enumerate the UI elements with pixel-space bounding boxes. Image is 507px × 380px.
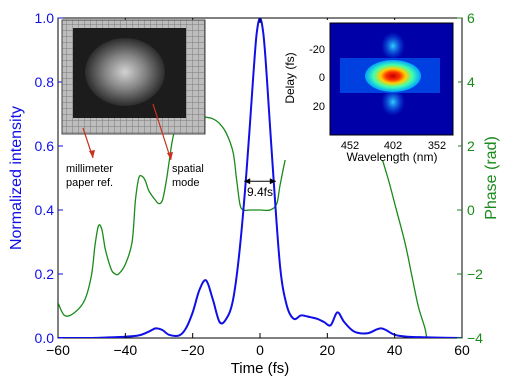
frog-ytick-minus20: -20 [309,44,325,56]
x-tick-label: −40 [113,342,137,358]
y-left-tick-label: 0.4 [35,202,55,218]
x-tick-label: −60 [46,342,70,358]
spatial-label: spatial [172,163,204,175]
fwhm-label: 9.4fs [247,185,273,199]
y-left-tick-label: 1.0 [35,10,55,26]
fwhm-arrowhead-left [244,178,251,185]
spatial-mode-inset: millimeter paper ref. spatial mode [61,19,206,189]
frog-xtick-352: 352 [428,140,446,152]
x-tick-label: 20 [320,342,336,358]
spatial-arrowhead [167,152,173,160]
frog-y-axis-label: Delay (fs) [283,52,297,103]
fwhm-annotation: 9.4fs [244,178,276,199]
y-left-tick-label: 0.2 [35,266,55,282]
mode-label: mode [172,177,200,189]
frog-x-axis-label: Wavelength (nm) [347,150,438,164]
intensity-series-line [58,18,462,338]
frog-upper-lobe [381,32,405,60]
y-axis-right-label: Phase (rad) [483,136,500,220]
fwhm-arrowhead-right [269,178,276,185]
beam-spot [85,38,165,106]
y-right-tick-label: 6 [467,10,475,26]
y-right-tick-label: 4 [467,74,475,90]
y-left-tick-label: 0.0 [35,330,55,346]
frog-core [365,60,421,92]
frog-xtick-402: 402 [384,140,402,152]
y-right-tick-label: 0 [467,202,475,218]
y-axis-left-label: Normalized intensity [8,106,25,250]
millimeter-label: millimeter [66,163,113,175]
x-tick-label: 40 [387,342,403,358]
x-tick-label: 60 [454,342,470,358]
frog-lower-lobe [381,88,405,116]
millimeter-arrowhead [89,150,95,158]
y-right-tick-label: −4 [467,330,483,346]
paper-ref-label: paper ref. [66,177,113,189]
x-axis-label: Time (fs) [231,360,290,377]
x-tick-label: −20 [181,342,205,358]
y-left-tick-label: 0.6 [35,138,55,154]
frog-ytick-0: 0 [319,72,325,84]
y-right-tick-label: 2 [467,138,475,154]
y-right-tick-label: −2 [467,266,483,282]
frog-xtick-452: 452 [341,140,359,152]
spatial-arrow [152,103,172,161]
x-tick-label: 0 [256,342,264,358]
y-left-tick-label: 0.8 [35,74,55,90]
frog-trace-inset: -20 0 20 452 402 352 Wavelength (nm) Del… [280,20,458,164]
frog-ytick-20: 20 [313,101,325,113]
